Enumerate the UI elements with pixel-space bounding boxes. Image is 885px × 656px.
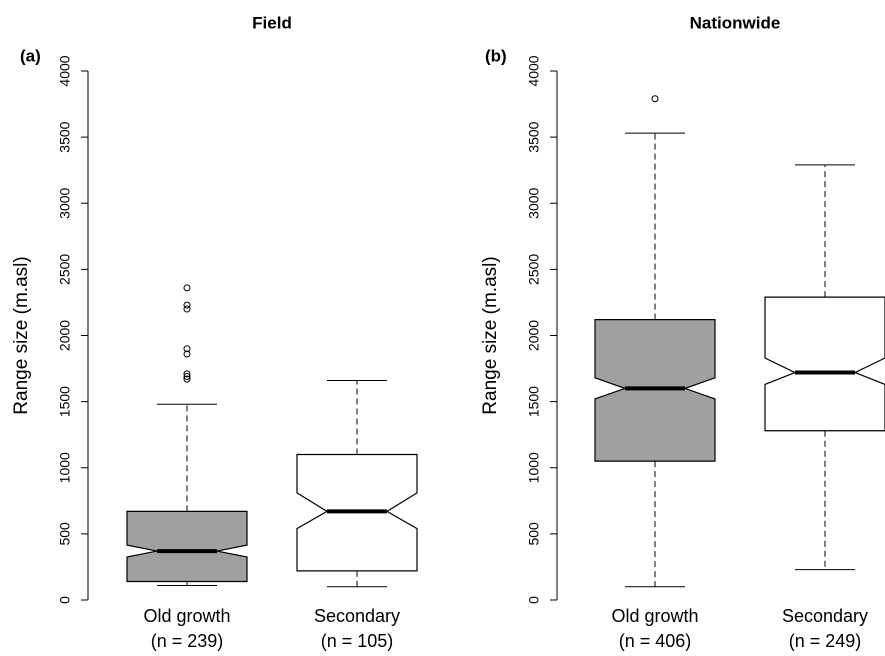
outlier [183,284,191,292]
y-axis-label: Range size (m.asl) [11,256,32,414]
x-tick-label: Old growth [611,606,698,626]
y-tick-label: 4000 [526,55,542,86]
y-tick-label: 3500 [526,121,542,152]
panel-title: Field [252,13,292,32]
outlier [183,305,191,313]
outlier [183,301,191,309]
panel-title: Nationwide [690,13,781,32]
y-axis-label: Range size (m.asl) [480,256,501,414]
y-tick-label: 3500 [57,121,73,152]
y-tick-label: 2500 [57,254,73,285]
x-tick-label: Secondary [314,606,400,626]
panel-label: (b) [485,46,507,65]
outlier [183,370,191,378]
x-sub-label: (n = 105) [321,631,394,651]
x-tick-label: Old growth [143,606,230,626]
box [126,510,248,583]
x-tick-label: Secondary [782,606,868,626]
panel-label: (a) [20,46,41,65]
y-tick-label: 0 [526,596,542,604]
y-tick-label: 3000 [526,187,542,218]
y-tick-label: 2000 [526,320,542,351]
y-tick-label: 1500 [526,386,542,417]
x-sub-label: (n = 239) [151,631,224,651]
outlier [183,372,191,380]
outlier [651,95,659,103]
y-tick-label: 4000 [57,55,73,86]
x-sub-label: (n = 406) [619,631,692,651]
y-tick-label: 1000 [526,452,542,483]
outlier [183,350,191,358]
y-tick-label: 2500 [526,254,542,285]
y-tick-label: 1000 [57,452,73,483]
outlier [183,375,191,383]
y-tick-label: 1500 [57,386,73,417]
y-tick-label: 500 [526,522,542,546]
y-tick-label: 2000 [57,320,73,351]
x-sub-label: (n = 249) [789,631,862,651]
box [764,296,885,432]
y-tick-label: 0 [57,596,73,604]
outlier [183,345,191,353]
y-tick-label: 3000 [57,187,73,218]
y-tick-label: 500 [57,522,73,546]
